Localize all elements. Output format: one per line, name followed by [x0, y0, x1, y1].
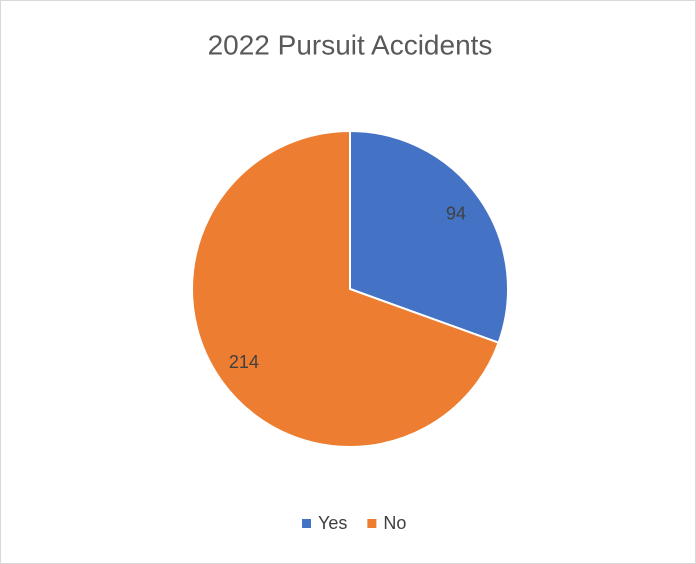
chart-title: 2022 Pursuit Accidents [208, 29, 493, 60]
pie-slice [349, 129, 509, 344]
legend-swatch [302, 519, 311, 528]
pie-slice [191, 129, 500, 448]
legend-swatch [367, 519, 377, 528]
legend-label: No [383, 513, 406, 533]
data-label: 214 [229, 352, 259, 372]
data-label: 94 [446, 203, 466, 223]
legend-label: Yes [318, 513, 347, 533]
